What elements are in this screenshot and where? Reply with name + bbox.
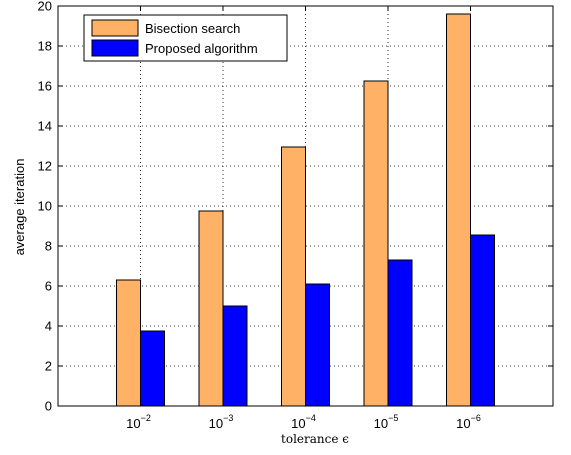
y-axis-label: average iteration xyxy=(12,159,27,256)
x-tick-label: 10−3 xyxy=(209,413,234,431)
y-tick-label: 14 xyxy=(38,119,52,134)
y-tick-label: 6 xyxy=(45,279,52,294)
legend-label-bisection: Bisection search xyxy=(145,21,240,36)
legend: Bisection search Proposed algorithm xyxy=(83,14,288,62)
bar-proposed-algorithm xyxy=(470,234,495,407)
y-tick-label: 8 xyxy=(45,239,52,254)
y-tick-label: 10 xyxy=(38,199,52,214)
legend-swatch-bisection xyxy=(91,19,139,37)
bars xyxy=(116,13,495,407)
bar-bisection-search xyxy=(116,279,141,407)
bar-bisection-search xyxy=(198,210,224,407)
bar-bisection-search xyxy=(281,146,306,407)
y-tick-label: 2 xyxy=(45,359,52,374)
x-axis-label: tolerance ϵ xyxy=(281,432,349,446)
x-tick-label: 10−4 xyxy=(291,413,316,431)
y-tick-label: 20 xyxy=(38,0,52,14)
y-tick-label: 12 xyxy=(38,159,52,174)
bar-proposed-algorithm xyxy=(387,259,413,407)
bar-proposed-algorithm xyxy=(140,330,165,407)
bar-bisection-search xyxy=(446,13,471,407)
y-axis-ticks: 0 2 4 6 8 10 12 14 16 18 20 xyxy=(38,0,553,414)
bar-proposed-algorithm xyxy=(305,283,330,407)
legend-label-proposed: Proposed algorithm xyxy=(145,41,258,56)
y-tick-label: 16 xyxy=(38,79,52,94)
y-tick-label: 18 xyxy=(38,39,52,54)
x-tick-label: 10−6 xyxy=(456,413,481,431)
bar-bisection-search xyxy=(363,80,389,407)
x-tick-label: 10−5 xyxy=(374,413,399,431)
x-axis-ticks: 10−2 10−3 10−4 10−5 10−6 xyxy=(126,6,481,431)
y-tick-label: 4 xyxy=(45,319,52,334)
bar-proposed-algorithm xyxy=(222,305,248,407)
legend-swatch-proposed xyxy=(91,39,139,57)
x-tick-label: 10−2 xyxy=(126,413,151,431)
y-tick-label: 0 xyxy=(45,399,52,414)
